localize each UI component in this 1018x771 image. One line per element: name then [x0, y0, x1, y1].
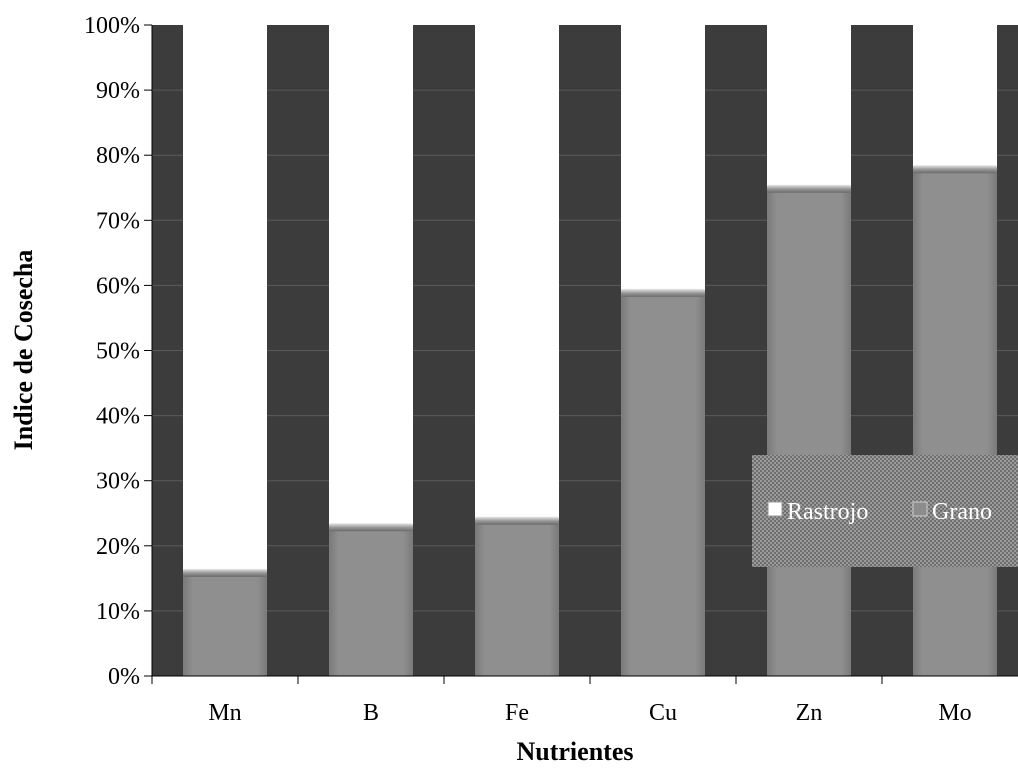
y-tick-label: 50% [96, 339, 140, 365]
bar-grano-mo [913, 168, 997, 676]
y-tick-label: 10% [96, 599, 140, 625]
y-axis-title: Indice de Cosecha [9, 250, 38, 451]
y-tick-label: 60% [96, 273, 140, 299]
bar-rastrojo-b [329, 25, 413, 527]
bar-grano-cu [621, 291, 705, 676]
x-tick-label-b: B [363, 700, 379, 726]
x-tick-label-mn: Mn [208, 700, 241, 726]
bar-grano-zn [767, 187, 851, 676]
bar-grano-cap [621, 288, 705, 297]
y-tick-label: 100% [84, 13, 140, 39]
bar-grano-mn [183, 571, 267, 676]
legend-swatch-grano [912, 501, 928, 517]
y-tick-label: 0% [108, 664, 140, 690]
x-axis-title: Nutrientes [517, 737, 634, 766]
gridlines [152, 89, 1018, 612]
x-tick-label-cu: Cu [649, 700, 677, 726]
x-tick-label-zn: Zn [796, 700, 823, 726]
bar-rastrojo-mn [183, 25, 267, 572]
bar-rastrojo-mo [913, 25, 997, 169]
bar-rastrojo-fe [475, 25, 559, 520]
y-tick-label: 70% [96, 208, 140, 234]
y-tick-label: 40% [96, 404, 140, 430]
bar-rastrojo-cu [621, 25, 705, 292]
bar-grano-cap [913, 165, 997, 174]
bar-grano-cap [475, 516, 559, 525]
legend: Rastrojo Grano [752, 455, 1018, 567]
bar-grano-fe [475, 519, 559, 676]
y-tick-label: 20% [96, 534, 140, 560]
x-tick-label-mo: Mo [938, 700, 971, 726]
bar-rastrojo-zn [767, 25, 851, 188]
bar-grano-cap [767, 184, 851, 193]
legend-box [752, 455, 1018, 567]
x-tick-label-fe: Fe [505, 700, 529, 726]
y-tick-label: 30% [96, 469, 140, 495]
bar-grano-cap [329, 523, 413, 532]
legend-label-rastrojo: Rastrojo [787, 499, 868, 525]
x-axis: Mn B Fe Cu Zn Mo [151, 675, 1018, 726]
bar-grano-cap [183, 568, 267, 577]
y-tick-label: 80% [96, 143, 140, 169]
bars [183, 25, 997, 676]
y-tick-label: 90% [96, 78, 140, 104]
legend-label-grano: Grano [932, 499, 992, 525]
bar-grano-b [329, 526, 413, 676]
legend-swatch-rastrojo [767, 501, 783, 517]
y-axis: 0% 10% 20% 30% 40% 50% 60% 70% 80% 90% 100% [84, 13, 153, 690]
